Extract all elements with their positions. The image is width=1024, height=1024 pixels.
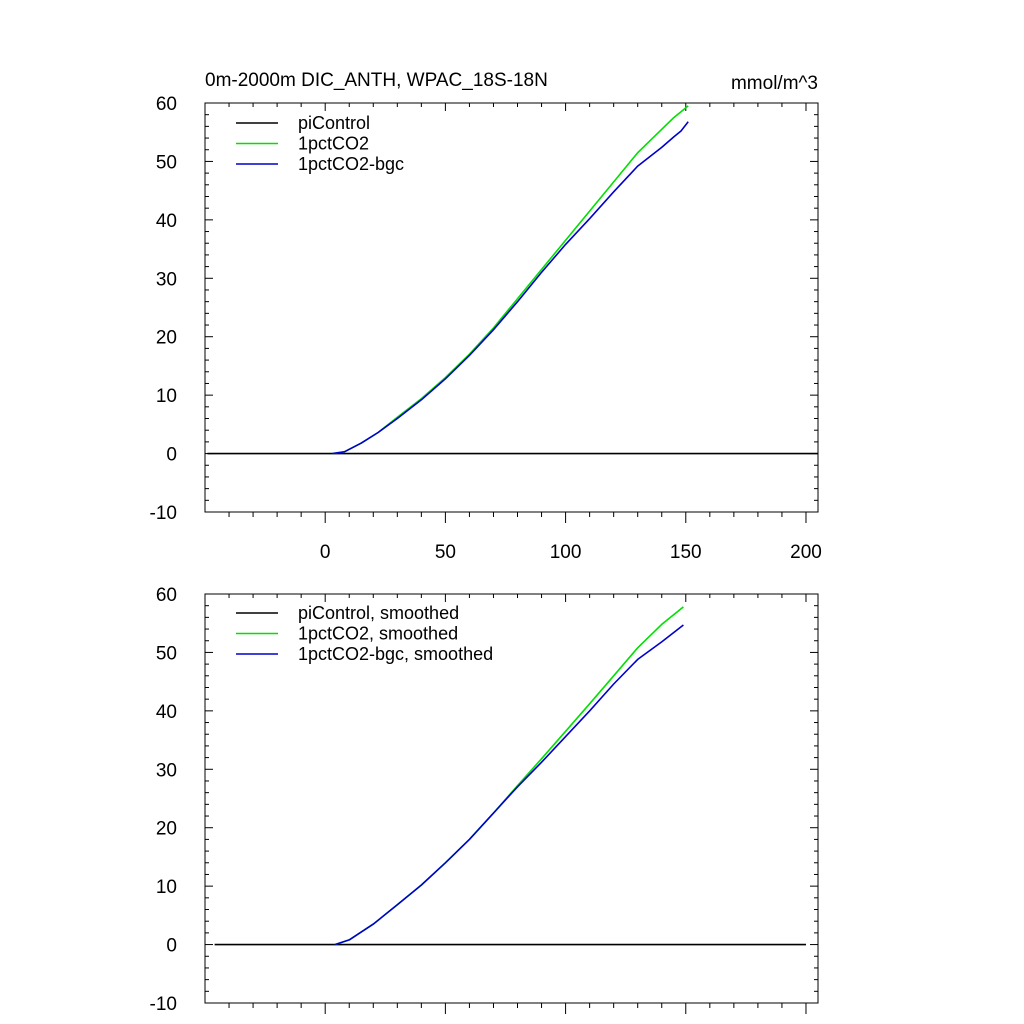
- x-tick-label: 150: [670, 542, 702, 563]
- legend-label: 1pctCO2-bgc, smoothed: [298, 644, 493, 664]
- y-tick-label: 40: [156, 211, 177, 232]
- x-tick-label: 50: [435, 542, 456, 563]
- y-tick-label: 0: [166, 936, 177, 957]
- y-tick-label: 60: [156, 585, 177, 606]
- y-tick-label: 40: [156, 702, 177, 723]
- y-tick-label: 60: [156, 94, 177, 115]
- y-tick-label: 20: [156, 819, 177, 840]
- legend-label: 1pctCO2, smoothed: [298, 624, 458, 644]
- x-tick-label: 200: [790, 542, 822, 563]
- y-tick-label: 30: [156, 269, 177, 290]
- plot-frame: [204, 593, 819, 1004]
- top-panel: -10 0 10 20 30 40 50 60 0 50 100 150 200 0m-2000m DIC…: [150, 70, 822, 563]
- series-line-2: [332, 121, 689, 455]
- units-label: mmol/m^3: [731, 73, 818, 94]
- legend-label: piControl, smoothed: [298, 603, 459, 623]
- y-tick-label: 30: [156, 760, 177, 781]
- x-tick-label: 0: [320, 542, 331, 563]
- y-tick-label: 20: [156, 328, 177, 349]
- x-tick-label: 100: [550, 542, 582, 563]
- series-line-2: [334, 624, 684, 946]
- y-tick-label: 10: [156, 386, 177, 407]
- legend-label: 1pctCO2-bgc: [298, 154, 404, 174]
- y-tick-label: -10: [150, 503, 177, 524]
- legend-label: piControl: [298, 113, 370, 133]
- legend-label: 1pctCO2: [298, 134, 369, 154]
- y-tick-label: 10: [156, 877, 177, 898]
- chart-title: 0m-2000m DIC_ANTH, WPAC_18S-18N: [205, 70, 548, 91]
- y-tick-label: 50: [156, 152, 177, 173]
- y-tick-label: -10: [150, 994, 177, 1015]
- plot-frame: [204, 102, 819, 513]
- y-tick-label: 0: [166, 445, 177, 466]
- y-tick-label: 50: [156, 643, 177, 664]
